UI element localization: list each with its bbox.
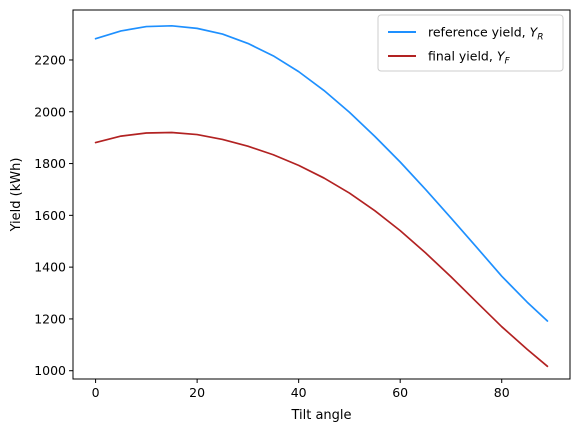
y-axis-title: Yield (kWh) (9, 158, 24, 233)
x-tick-label: 20 (189, 385, 205, 400)
plot-area (94, 24, 549, 368)
x-tick-label: 0 (92, 385, 100, 400)
x-tick-label: 40 (291, 385, 307, 400)
y-tick-label: 1400 (34, 260, 66, 275)
x-tick-label: 80 (494, 385, 510, 400)
legend-label-reference: reference yield, YR (428, 25, 543, 43)
legend-label-final: final yield, YF (428, 49, 510, 67)
y-tick-label: 1600 (34, 208, 66, 223)
y-tick-label: 2000 (34, 104, 66, 119)
series-line-f (94, 131, 549, 368)
x-axis-title: Tilt angle (290, 408, 351, 423)
axis-ticks: 0 20 40 60 80 1000 1200 1400 1600 1800 2000 2200 (34, 52, 510, 400)
series-line-r (94, 24, 549, 322)
y-tick-label: 1800 (34, 156, 66, 171)
y-tick-label: 1200 (34, 311, 66, 326)
y-tick-label: 2200 (34, 52, 66, 67)
x-tick-label: 60 (392, 385, 408, 400)
y-tick-label: 1000 (34, 363, 66, 378)
legend: reference yield, YR final yield, YF (377, 14, 564, 72)
legend-box (377, 14, 564, 72)
plot-frame (72, 9, 571, 380)
